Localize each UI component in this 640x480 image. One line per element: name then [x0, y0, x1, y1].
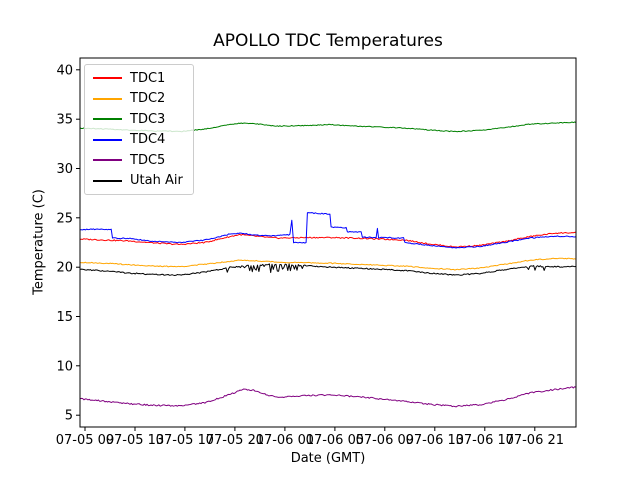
legend-item-tdc5: TDC5: [85, 150, 193, 171]
legend-line-sample: [93, 77, 122, 80]
y-tick-label: 25: [56, 211, 73, 226]
legend-line-sample: [93, 118, 122, 121]
legend-label: Utah Air: [130, 173, 183, 189]
legend-line-sample: [93, 179, 122, 182]
x-tick-label: 07-06 09: [356, 433, 414, 448]
plot-frame: [79, 57, 577, 428]
y-tick-label: 40: [56, 63, 73, 78]
y-tick-label: 10: [56, 359, 73, 374]
x-axis-label: Date (GMT): [290, 451, 366, 466]
series-line-utah-air: [79, 263, 577, 276]
y-tick-label: 35: [56, 113, 73, 128]
x-tick-label: 07-06 17: [456, 433, 514, 448]
legend: TDC1 TDC2 TDC3 TDC4 TDC5 Utah Air: [84, 64, 194, 195]
legend-line-sample: [93, 138, 122, 141]
legend-label: TDC2: [130, 91, 166, 107]
legend-item-tdc2: TDC2: [85, 89, 193, 110]
legend-label: TDC1: [130, 70, 166, 86]
legend-item-tdc3: TDC3: [85, 109, 193, 130]
series-line-tdc4: [79, 212, 577, 249]
x-tick-label: 07-05 21: [206, 433, 264, 448]
y-tick-label: 15: [56, 310, 73, 325]
x-tick-label: 07-06 21: [506, 433, 564, 448]
legend-line-sample: [93, 159, 122, 162]
x-tick-label: 07-06 13: [406, 433, 464, 448]
legend-item-tdc1: TDC1: [85, 68, 193, 89]
y-tick-label: 30: [56, 162, 73, 177]
legend-item-utah-air: Utah Air: [85, 171, 193, 192]
series-line-tdc5: [79, 386, 577, 408]
legend-label: TDC3: [130, 111, 166, 127]
x-tick-label: 07-06 01: [256, 433, 314, 448]
y-tick-label: 20: [56, 261, 73, 276]
series-line-tdc1: [79, 231, 577, 248]
y-tick-label: 5: [65, 409, 73, 424]
x-tick-label: 07-06 05: [306, 433, 364, 448]
x-tick-label: 07-05 09: [56, 433, 114, 448]
legend-label: TDC5: [130, 152, 166, 168]
chart-title: APOLLO TDC Temperatures: [213, 31, 443, 51]
legend-item-tdc4: TDC4: [85, 130, 193, 151]
legend-line-sample: [93, 97, 122, 100]
series-line-tdc2: [79, 257, 577, 271]
legend-label: TDC4: [130, 132, 166, 148]
x-tick-label: 07-05 13: [106, 433, 164, 448]
x-tick-label: 07-05 17: [156, 433, 214, 448]
